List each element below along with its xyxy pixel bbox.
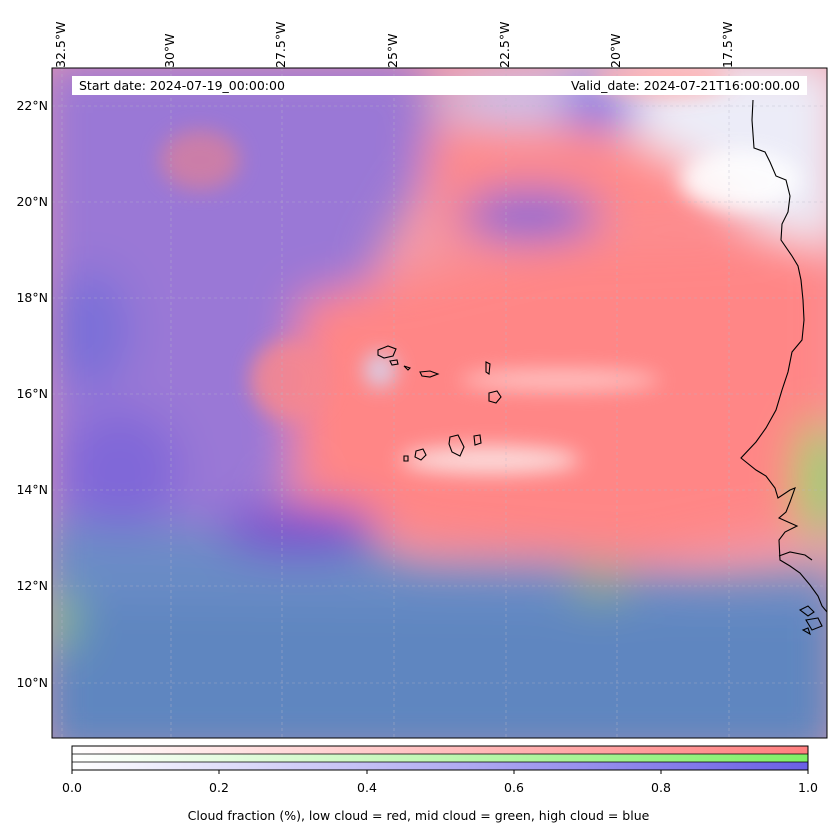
- colorbar-label: Cloud fraction (%), low cloud = red, mid…: [187, 808, 650, 823]
- date-info-bar: Start date: 2024-07-19_00:00:00 Valid_da…: [72, 76, 807, 95]
- lat-label-18n: 18°N: [16, 290, 48, 305]
- gridlines: [52, 68, 827, 738]
- cloud-field: [52, 68, 827, 738]
- colorbar-tick-1: 1.0: [798, 780, 818, 795]
- lon-label-30w: 30°W: [162, 33, 177, 68]
- colorbar-tick-0: 0.0: [62, 780, 82, 795]
- african-coastline: [740, 99, 827, 636]
- valid-date-label: Valid_date: 2024-07-21T16:00:00.00: [570, 78, 800, 93]
- cape-verde-islands: [377, 345, 502, 462]
- lon-label-32-5w: 32.5°W: [53, 21, 68, 68]
- colorbar-mid-cloud: [72, 754, 808, 762]
- lon-label-25w: 25°W: [385, 33, 400, 68]
- colorbar-tick-0-2: 0.2: [209, 780, 229, 795]
- colorbar-tick-0-6: 0.6: [504, 780, 524, 795]
- lon-label-22-5w: 22.5°W: [497, 21, 512, 68]
- lon-label-20w: 20°W: [608, 33, 623, 68]
- lon-label-17-5w: 17.5°W: [720, 21, 735, 68]
- lat-label-16n: 16°N: [16, 386, 48, 401]
- lat-label-12n: 12°N: [16, 578, 48, 593]
- map-frame: [51, 67, 828, 739]
- lat-label-20n: 20°N: [16, 194, 48, 209]
- lon-label-27-5w: 27.5°W: [273, 21, 288, 68]
- colorbar-tick-0-4: 0.4: [357, 780, 377, 795]
- colorbar-low-cloud: [72, 746, 808, 754]
- colorbar-tick-0-8: 0.8: [651, 780, 671, 795]
- colorbar: [71, 745, 809, 774]
- lat-label-10n: 10°N: [16, 675, 48, 690]
- colorbar-high-cloud: [72, 762, 808, 770]
- lat-label-14n: 14°N: [16, 482, 48, 497]
- start-date-label: Start date: 2024-07-19_00:00:00: [79, 78, 285, 93]
- lat-label-22n: 22°N: [16, 98, 48, 113]
